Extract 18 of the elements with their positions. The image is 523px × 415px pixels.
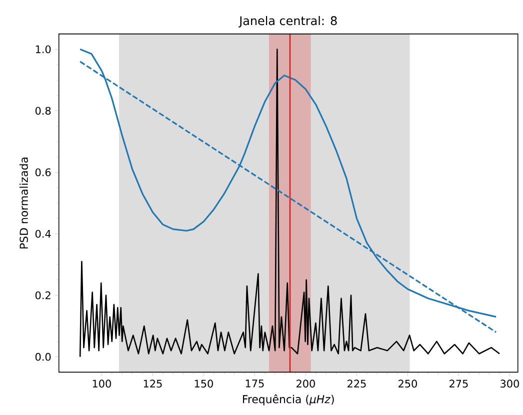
x-tick-label: 150 bbox=[194, 380, 213, 388]
y-tick-label: 1.0 bbox=[36, 45, 51, 54]
x-tick-label: 300 bbox=[500, 380, 519, 388]
y-tick-label: 0.8 bbox=[35, 106, 51, 115]
x-tick-label: 100 bbox=[92, 380, 111, 388]
x-axis-title: Frequência (μHz) bbox=[243, 394, 334, 406]
x-tick-label: 225 bbox=[348, 380, 366, 388]
y-tick-label: 0.0 bbox=[35, 352, 51, 361]
x-tick-label: 275 bbox=[450, 380, 468, 388]
y-tick-label: 0.2 bbox=[35, 291, 50, 300]
y-axis-title: PSD normalizada bbox=[20, 158, 28, 248]
x-tick-label: 200 bbox=[296, 380, 315, 388]
y-tick-label: 0.4 bbox=[35, 230, 51, 238]
x-tick-label: 250 bbox=[398, 380, 417, 388]
chart-title: Janela central: 8 bbox=[238, 16, 337, 28]
x-tick-label: 125 bbox=[144, 380, 162, 388]
y-tick-label: 0.6 bbox=[35, 168, 51, 176]
x-tick-label: 175 bbox=[246, 380, 264, 388]
